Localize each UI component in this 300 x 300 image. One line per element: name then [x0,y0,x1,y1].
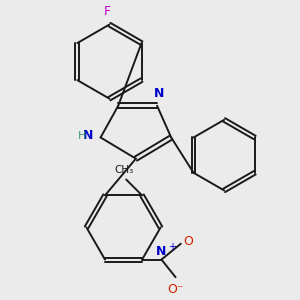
Text: CH₃: CH₃ [115,165,134,175]
Text: H: H [77,131,86,141]
Text: N: N [154,87,164,101]
Text: N: N [82,129,93,142]
Text: O⁻: O⁻ [167,283,184,296]
Text: F: F [104,5,111,18]
Text: O: O [184,236,194,248]
Text: N: N [156,245,167,258]
Text: +: + [168,242,176,252]
